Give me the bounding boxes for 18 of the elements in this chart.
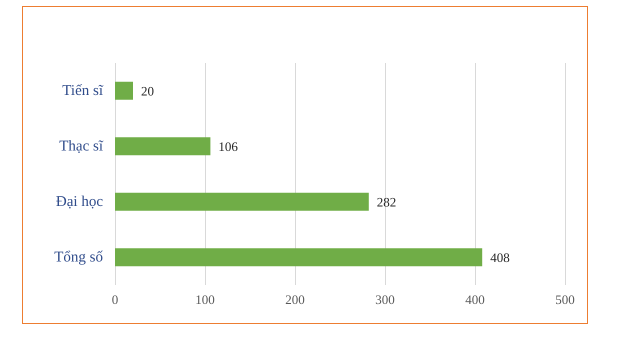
bar bbox=[115, 137, 210, 156]
y-tick-label: Thạc sĩ bbox=[59, 138, 104, 154]
y-tick-label: Đại học bbox=[56, 194, 104, 210]
x-tick-label: 500 bbox=[555, 292, 575, 307]
data-label: 106 bbox=[218, 138, 238, 154]
data-label: 20 bbox=[141, 83, 154, 98]
bar bbox=[115, 82, 133, 100]
bar bbox=[115, 192, 369, 211]
x-tick-label: 400 bbox=[465, 292, 485, 307]
x-tick-label: 200 bbox=[285, 292, 305, 307]
x-tick-label: 100 bbox=[195, 292, 215, 307]
bar bbox=[115, 248, 482, 266]
y-tick-label: Tiến sĩ bbox=[62, 82, 104, 99]
x-tick-label: 0 bbox=[112, 292, 118, 307]
y-tick-label: Tổng số bbox=[54, 249, 104, 266]
data-label: 408 bbox=[490, 250, 510, 265]
data-label: 282 bbox=[376, 194, 396, 210]
x-tick-label: 300 bbox=[375, 292, 395, 307]
